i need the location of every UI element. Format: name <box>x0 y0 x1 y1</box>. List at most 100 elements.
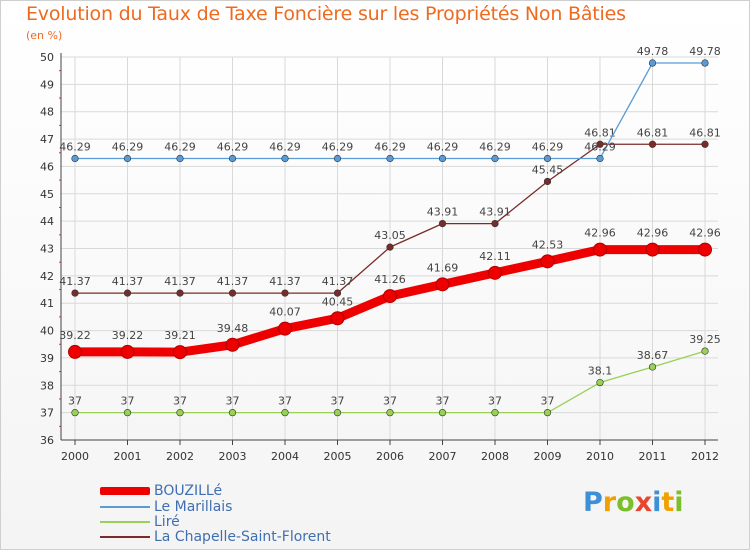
data-label-le-marillais: 46.29 <box>269 140 301 153</box>
data-point-le-marillais <box>701 59 709 67</box>
data-label-la-chapelle-saint-florent: 43.91 <box>479 206 511 219</box>
x-tick-label: 2006 <box>376 450 404 463</box>
data-point-bouzill- <box>173 345 187 360</box>
data-label-bouzill-: 42.96 <box>689 227 721 240</box>
x-tick-label: 2011 <box>639 450 667 463</box>
data-point-le-marillais <box>491 154 499 163</box>
unit-label: (en %) <box>26 29 63 42</box>
data-point-le-marillais <box>333 154 342 163</box>
data-point-la-chapelle-saint-florent <box>176 289 184 297</box>
data-label-le-marillais: 46.29 <box>322 140 354 153</box>
data-point-lir- <box>648 363 657 371</box>
data-point-bouzill- <box>488 265 502 280</box>
data-point-lir- <box>123 409 132 417</box>
data-label-lir-: 37 <box>121 395 135 408</box>
data-point-le-marillais <box>648 59 657 67</box>
logo-letter: i <box>652 487 662 518</box>
data-point-le-marillais <box>596 154 604 163</box>
data-label-bouzill-: 42.11 <box>479 250 511 263</box>
data-label-lir-: 38.1 <box>588 365 613 378</box>
data-point-le-marillais <box>123 154 132 163</box>
data-point-bouzill- <box>120 344 135 359</box>
data-point-la-chapelle-saint-florent <box>438 220 447 228</box>
data-point-lir- <box>701 347 709 355</box>
data-label-lir-: 37 <box>278 395 292 408</box>
x-tick-label: 2012 <box>691 450 719 463</box>
data-label-le-marillais: 49.78 <box>637 45 669 58</box>
data-point-bouzill- <box>698 242 712 257</box>
data-label-lir-: 37 <box>68 395 82 408</box>
data-point-le-marillais <box>71 154 79 163</box>
legend-swatch-le-marillais <box>100 506 150 508</box>
data-label-lir-: 37 <box>331 395 345 408</box>
proxiti-logo: Proxiti <box>583 487 684 518</box>
data-label-la-chapelle-saint-florent: 46.81 <box>637 126 669 139</box>
legend-label-la-chapelle-saint-florent: La Chapelle-Saint-Florent <box>154 529 331 545</box>
data-point-la-chapelle-saint-florent <box>123 289 132 297</box>
x-tick-label: 2002 <box>166 450 194 463</box>
x-tick-label: 2010 <box>586 450 614 463</box>
data-label-le-marillais: 46.29 <box>217 140 249 153</box>
y-tick-label: 44 <box>40 215 54 228</box>
data-label-bouzill-: 42.53 <box>532 238 564 251</box>
data-label-bouzill-: 39.22 <box>59 329 91 342</box>
data-point-lir- <box>228 409 237 417</box>
data-label-la-chapelle-saint-florent: 41.37 <box>112 275 144 288</box>
data-label-bouzill-: 39.21 <box>164 329 196 342</box>
y-tick-label: 36 <box>40 434 54 447</box>
data-label-lir-: 38.67 <box>637 349 669 362</box>
data-point-le-marillais <box>281 154 289 163</box>
x-tick-label: 2008 <box>481 450 509 463</box>
data-point-la-chapelle-saint-florent <box>386 243 394 251</box>
data-label-la-chapelle-saint-florent: 46.81 <box>584 126 616 139</box>
data-point-la-chapelle-saint-florent <box>71 289 79 297</box>
y-tick-label: 37 <box>40 407 54 420</box>
x-tick-label: 2001 <box>114 450 142 463</box>
legend-swatch-la-chapelle-saint-florent <box>100 536 150 538</box>
data-point-le-marillais <box>438 154 447 163</box>
data-label-lir-: 37 <box>436 395 450 408</box>
logo-letter: i <box>674 487 684 518</box>
x-tick-label: 2003 <box>219 450 247 463</box>
logo-letter: P <box>583 487 603 518</box>
data-label-lir-: 37 <box>541 395 555 408</box>
data-label-bouzill-: 42.96 <box>637 227 669 240</box>
x-tick-label: 2009 <box>534 450 562 463</box>
data-point-bouzill- <box>593 242 607 257</box>
data-point-le-marillais <box>386 154 394 163</box>
data-point-lir- <box>176 409 184 417</box>
data-point-la-chapelle-saint-florent <box>281 289 289 297</box>
data-point-la-chapelle-saint-florent <box>701 140 709 148</box>
data-point-bouzill- <box>435 277 450 292</box>
data-point-la-chapelle-saint-florent <box>228 289 237 297</box>
data-point-bouzill- <box>68 344 82 359</box>
data-label-la-chapelle-saint-florent: 41.37 <box>164 275 196 288</box>
data-label-lir-: 39.25 <box>689 333 721 346</box>
legend-label-bouzille: BOUZILLé <box>154 483 223 499</box>
data-label-la-chapelle-saint-florent: 46.81 <box>689 126 721 139</box>
data-label-lir-: 37 <box>226 395 240 408</box>
data-point-lir- <box>596 378 604 387</box>
logo-letter: t <box>661 487 675 518</box>
data-label-bouzill-: 42.96 <box>584 227 616 240</box>
data-point-la-chapelle-saint-florent <box>491 220 499 228</box>
data-point-la-chapelle-saint-florent <box>648 140 657 148</box>
legend-label-lire: Liré <box>154 514 180 530</box>
data-point-lir- <box>281 409 289 417</box>
data-point-le-marillais <box>228 154 237 163</box>
data-label-bouzill-: 41.69 <box>427 261 459 274</box>
data-point-le-marillais <box>176 154 184 163</box>
data-point-lir- <box>71 409 79 417</box>
data-label-bouzill-: 39.22 <box>112 329 144 342</box>
data-label-le-marillais: 46.29 <box>532 140 564 153</box>
data-point-lir- <box>386 409 394 417</box>
data-point-la-chapelle-saint-florent <box>333 289 342 297</box>
data-label-le-marillais: 46.29 <box>112 140 144 153</box>
data-label-bouzill-: 40.45 <box>322 295 354 308</box>
x-tick-label: 2005 <box>324 450 352 463</box>
y-tick-label: 48 <box>40 106 54 119</box>
x-tick-label: 2004 <box>271 450 299 463</box>
data-label-lir-: 37 <box>383 395 397 408</box>
y-tick-label: 42 <box>40 270 54 283</box>
